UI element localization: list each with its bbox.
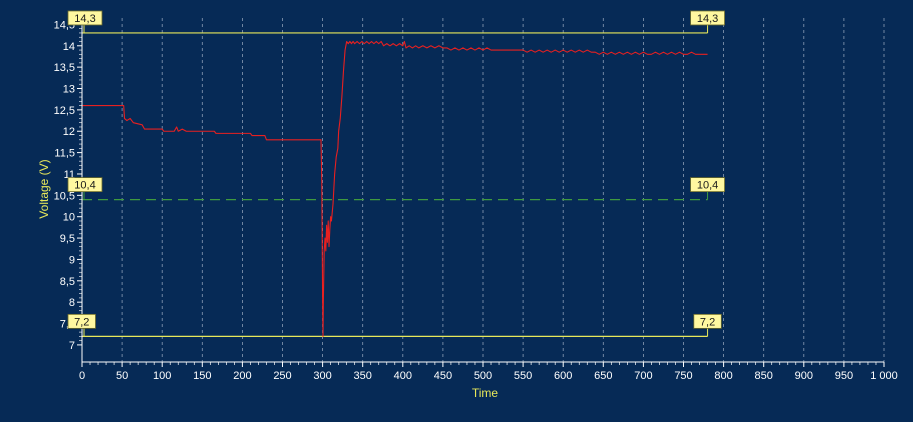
threshold-label-box — [690, 10, 725, 26]
x-tick-label: 700 — [634, 370, 652, 382]
threshold-layer — [82, 24, 709, 337]
y-tick-label: 8 — [69, 297, 75, 309]
x-tick-label: 800 — [714, 370, 732, 382]
y-tick-label: 14 — [63, 41, 75, 53]
y-tick-label: 11 — [64, 169, 75, 181]
voltage-series-line — [82, 40, 708, 337]
y-tick-label: 11,5 — [54, 148, 75, 160]
threshold-label-box — [67, 177, 103, 193]
x-tick-label: 500 — [474, 370, 492, 382]
x-tick-label: 150 — [193, 370, 211, 382]
y-tick-label: 12,5 — [54, 105, 75, 117]
x-tick-label: 450 — [434, 370, 452, 382]
x-tick-label: 350 — [354, 370, 372, 382]
x-tick-label: 300 — [313, 370, 331, 382]
x-tick-label: 550 — [514, 370, 532, 382]
threshold-label: 14,3 — [74, 13, 95, 25]
x-tick-label: 900 — [795, 370, 813, 382]
y-tick-label: 12 — [63, 126, 75, 138]
x-tick-label: 650 — [594, 370, 612, 382]
y-tick-label: 13,5 — [54, 62, 75, 74]
threshold-label: 10,4 — [697, 180, 718, 192]
threshold-label: 7,2 — [74, 316, 89, 328]
x-tick-label: 400 — [394, 370, 412, 382]
x-tick-label: 0 — [79, 370, 85, 382]
x-tick-label: 200 — [233, 370, 251, 382]
y-tick-label: 13 — [63, 84, 75, 96]
x-tick-label: 50 — [116, 370, 128, 382]
threshold-label: 10,4 — [74, 180, 95, 192]
x-tick-label: 250 — [273, 370, 291, 382]
series-layer — [82, 40, 708, 337]
y-tick-label: 8,5 — [60, 276, 75, 288]
threshold-label-box — [690, 177, 725, 193]
y-axis-title: Voltage (V) — [37, 159, 51, 218]
threshold-label-box — [693, 313, 722, 329]
x-tick-label: 600 — [554, 370, 572, 382]
threshold-label-box — [67, 313, 96, 329]
x-tick-label: 850 — [755, 370, 773, 382]
threshold-label: 14,3 — [697, 13, 718, 25]
y-tick-label: 10,5 — [54, 190, 75, 202]
threshold-label: 7,2 — [700, 316, 715, 328]
y-tick-label: 10 — [63, 212, 75, 224]
y-tick-label: 9,5 — [60, 233, 75, 245]
y-tick-label: 7 — [69, 340, 75, 352]
label-layer: 14,3 14,3 10,4 10,4 7,2 7,2 — [67, 10, 725, 329]
x-axis-title: Time — [472, 386, 499, 400]
x-tick-label: 950 — [835, 370, 853, 382]
y-tick-label: 9 — [69, 254, 75, 266]
x-tick-label: 1 000 — [870, 370, 898, 382]
x-tick-label: 100 — [153, 370, 171, 382]
threshold-label-box — [67, 10, 103, 26]
x-tick-label: 750 — [674, 370, 692, 382]
